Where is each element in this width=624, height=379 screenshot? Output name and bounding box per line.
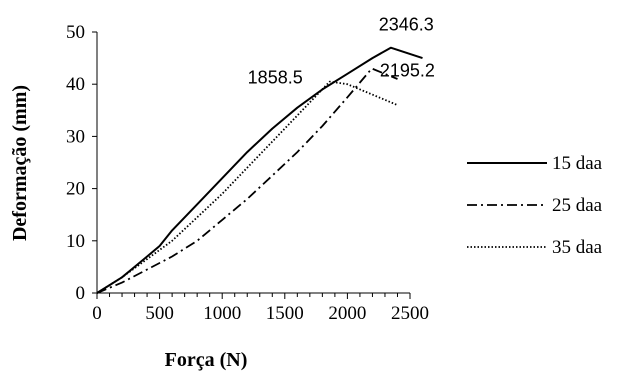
y-tick-label: 0 bbox=[76, 283, 86, 304]
x-tick-label: 2000 bbox=[328, 303, 366, 324]
series-line-2 bbox=[96, 67, 398, 294]
annotations: 2346.3 2195.2 1858.5 bbox=[248, 15, 435, 88]
x-tick-label: 1000 bbox=[203, 303, 241, 324]
y-tick-label: 50 bbox=[66, 22, 85, 43]
legend: 15 daa 25 daa 35 daa bbox=[467, 153, 603, 258]
legend-label: 15 daa bbox=[552, 153, 603, 174]
axes bbox=[96, 32, 410, 294]
x-tick-label: 2500 bbox=[391, 303, 429, 324]
x-axis-title: Força (N) bbox=[165, 349, 248, 371]
series-line-1 bbox=[96, 46, 423, 294]
data-label: 2346.3 bbox=[379, 15, 434, 35]
y-tick-label: 10 bbox=[66, 231, 85, 252]
y-tick-label: 20 bbox=[66, 179, 85, 200]
data-label: 1858.5 bbox=[248, 68, 303, 88]
data-label: 2195.2 bbox=[380, 61, 435, 81]
y-tick-label: 40 bbox=[66, 74, 85, 95]
series-line-3 bbox=[96, 80, 398, 294]
y-tick-label: 30 bbox=[66, 126, 85, 147]
x-tick-label: 1500 bbox=[266, 303, 304, 324]
x-tick-label: 500 bbox=[145, 303, 174, 324]
y-axis-title: Deformação (mm) bbox=[9, 85, 31, 241]
x-tick-label: 0 bbox=[92, 303, 102, 324]
series bbox=[96, 46, 423, 294]
legend-label: 35 daa bbox=[552, 237, 603, 258]
legend-label: 25 daa bbox=[552, 195, 603, 216]
